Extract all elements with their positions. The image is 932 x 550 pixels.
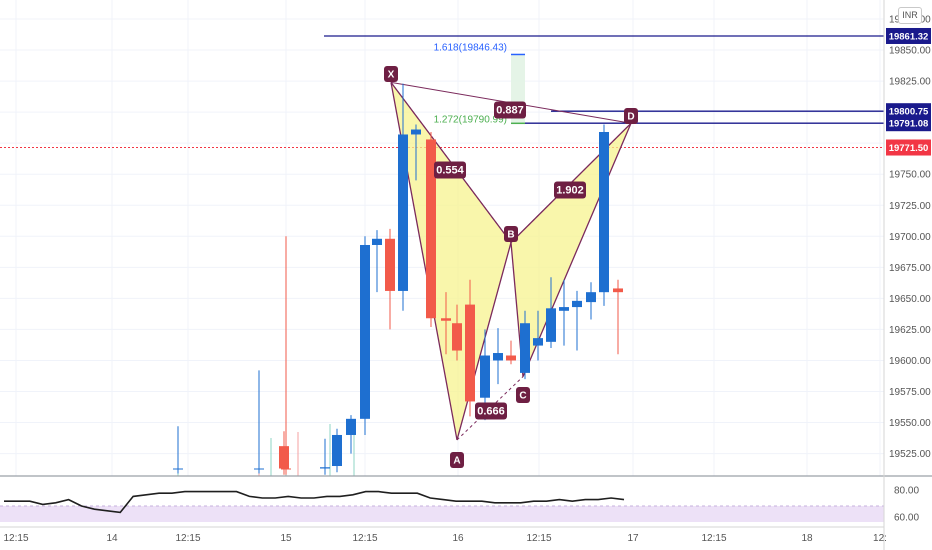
price-badge-label: 19800.75 [889,107,929,118]
candle-body [346,418,356,435]
candle-body [559,307,569,311]
price-tick-label: 19550.00 [889,418,931,429]
candle-body [281,468,291,470]
price-badge [886,115,931,132]
price-tick-label: 19700.00 [889,232,931,243]
price-badge [886,27,931,44]
volume-bars [177,240,355,476]
candle-body [332,434,342,467]
pattern-markers: X A B C D 0.554 0.887 0.666 1.902 [384,66,638,468]
price-tick-label: 19850.00 [889,46,931,57]
time-tick-label: 14 [106,533,118,544]
candle-body [372,238,382,245]
candle-body [480,355,490,398]
candle-body [533,338,543,346]
time-tick-label: 15 [280,533,292,544]
ratio-label: 0.887 [496,105,524,117]
price-badge-label: 19771.50 [889,143,929,154]
time-tick-label: 12:15 [526,533,551,544]
point-label-a-bg [450,452,464,468]
candle-body [385,238,395,291]
point-label-a: A [453,456,460,467]
price-badge [886,103,931,120]
candle-body [360,244,370,419]
point-label-c-bg [516,387,530,403]
candle-body [398,134,408,291]
chart-grid [0,0,884,476]
fib-label: 1.618(19846.43) [434,42,507,53]
candle-body [465,304,475,402]
time-tick-label: 16 [452,533,464,544]
time-tick-label: 17 [627,533,639,544]
price-badge-label: 19861.32 [889,31,929,42]
time-tick-label: 18 [801,533,813,544]
point-label-x: X [388,70,395,81]
candle-body [493,353,503,361]
candle-body [254,468,264,470]
point-label-b-bg [504,226,518,242]
price-tick-label: 19825.00 [889,77,931,88]
candle-body [599,131,609,290]
price-tick-label: 19675.00 [889,263,931,274]
ratio-label: 0.554 [436,165,464,177]
oscillator-line [4,490,625,514]
price-tick-label: 19575.00 [889,387,931,398]
candle-body [546,308,556,342]
point-label-d: D [627,112,634,123]
candle-body [506,355,516,361]
point-label-d-bg [624,108,638,124]
oscillator-pane [0,475,932,522]
candle-body [426,139,436,319]
time-tick-label: 12:15 [352,533,377,544]
price-badge-label: 19791.08 [889,119,929,130]
time-tick-label: 12:15 [701,533,726,544]
ratio-label-bg [475,402,507,420]
currency-button[interactable]: INR [898,7,922,24]
fib-label: 1.272(19790.99) [434,114,507,125]
pattern-triangle-xab [390,81,512,441]
candle-body [320,467,330,469]
price-badge [886,139,931,156]
oscillator-tick-label: 80.00 [894,486,919,497]
candle-body [586,292,596,303]
oscillator-band [0,506,884,522]
price-tick-label: 19525.00 [889,449,931,460]
ratio-label-bg [434,161,466,179]
candle-body [441,318,451,321]
candle-body [173,468,183,470]
candle-body [279,446,289,469]
candlesticks [173,83,623,475]
price-tick-label: 19725.00 [889,201,931,212]
price-tick-label: 19650.00 [889,294,931,305]
time-tick-label: 12:15 [3,533,28,544]
candle-body [572,300,582,308]
ratio-label-bg [494,101,526,119]
horizontal-levels [0,35,884,149]
time-tick-label: 12:15 [175,533,200,544]
price-tick-label: 19750.00 [889,170,931,181]
candle-body [520,323,530,373]
price-tick-label: 19600.00 [889,356,931,367]
candle-body [613,288,623,293]
time-tick-label: 12: [873,533,887,544]
point-label-x-bg [384,66,398,82]
point-label-b: B [507,230,514,241]
oscillator-tick-label: 60.00 [894,513,919,524]
candle-body [411,129,421,135]
ratio-label-bg [554,181,586,199]
ratio-label: 1.902 [556,185,584,197]
candle-body [452,323,462,351]
price-tick-label: 19625.00 [889,325,931,336]
point-label-c: C [519,391,526,402]
ratio-label: 0.666 [477,406,505,418]
